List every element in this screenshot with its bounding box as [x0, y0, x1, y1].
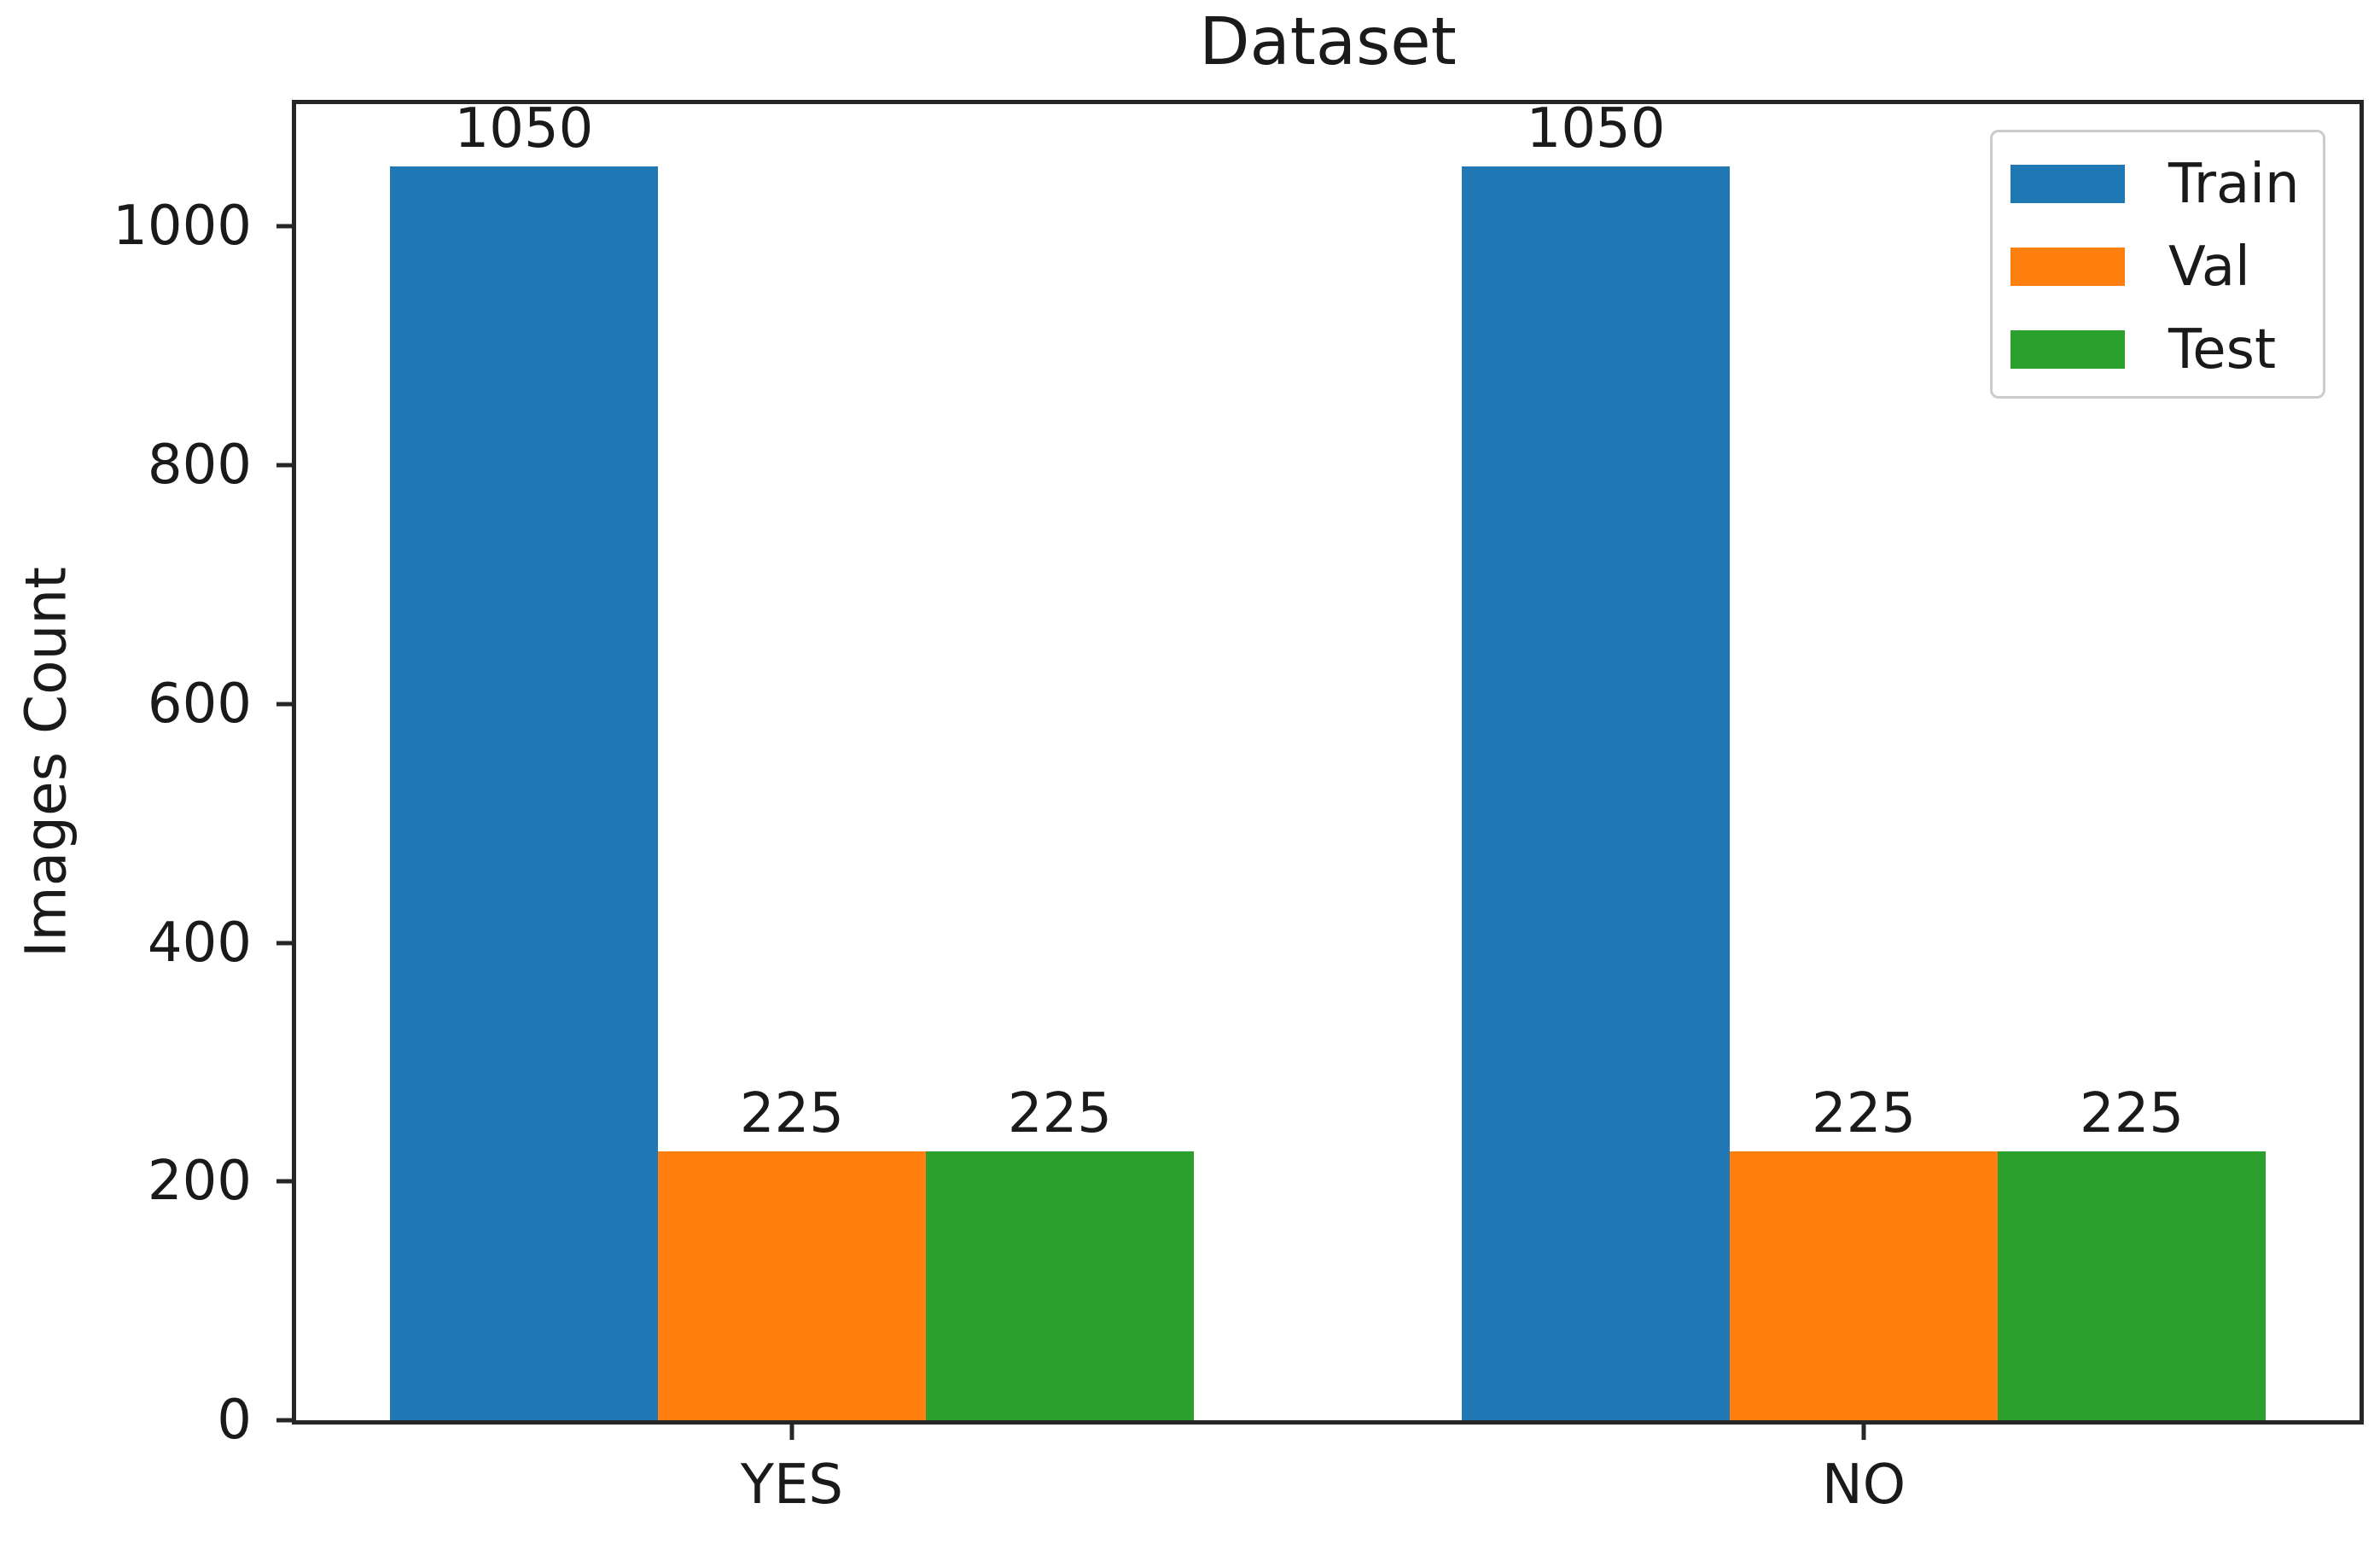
- bar-val-no: [1730, 1151, 1998, 1420]
- y-tick-label: 200: [147, 1150, 252, 1214]
- bar-test-no: [1998, 1151, 2266, 1420]
- x-tick-mark: [789, 1420, 794, 1440]
- y-tick-mark: [276, 702, 296, 707]
- legend-item-val: Val: [2010, 225, 2323, 308]
- legend-swatch-test: [2010, 330, 2125, 369]
- legend-label: Train: [2168, 152, 2300, 216]
- y-tick-label: 1000: [113, 195, 252, 259]
- y-tick-label: 800: [147, 434, 252, 498]
- legend-item-test: Test: [2010, 308, 2323, 391]
- legend: Train Val Test: [1990, 130, 2325, 399]
- y-tick-mark: [276, 224, 296, 229]
- chart-title: Dataset: [1199, 4, 1457, 80]
- y-tick-label: 0: [217, 1389, 252, 1452]
- x-tick-mark: [1861, 1420, 1866, 1440]
- legend-swatch-val: [2010, 248, 2125, 286]
- bar-value-label: 225: [1007, 1082, 1113, 1145]
- legend-label: Test: [2168, 318, 2277, 382]
- bar-value-label: 1050: [1526, 97, 1666, 160]
- y-tick-label: 400: [147, 911, 252, 975]
- legend-swatch-train: [2010, 165, 2125, 203]
- y-tick-mark: [276, 941, 296, 946]
- y-tick-label: 600: [147, 672, 252, 736]
- bar-value-label: 225: [739, 1082, 845, 1145]
- x-tick-label-no: NO: [1821, 1454, 1906, 1517]
- y-tick-mark: [276, 1179, 296, 1184]
- y-axis-label: Images Count: [13, 566, 79, 958]
- bar-value-label: 225: [2079, 1082, 2185, 1145]
- legend-item-train: Train: [2010, 143, 2323, 225]
- bar-test-yes: [926, 1151, 1194, 1420]
- bar-val-yes: [658, 1151, 926, 1420]
- bar-train-yes: [390, 166, 658, 1420]
- y-tick-mark: [276, 1418, 296, 1423]
- legend-label: Val: [2168, 235, 2250, 299]
- x-tick-label-yes: YES: [740, 1454, 844, 1517]
- bar-train-no: [1462, 166, 1730, 1420]
- bar-value-label: 1050: [454, 97, 594, 160]
- bar-value-label: 225: [1811, 1082, 1917, 1145]
- y-tick-mark: [276, 463, 296, 468]
